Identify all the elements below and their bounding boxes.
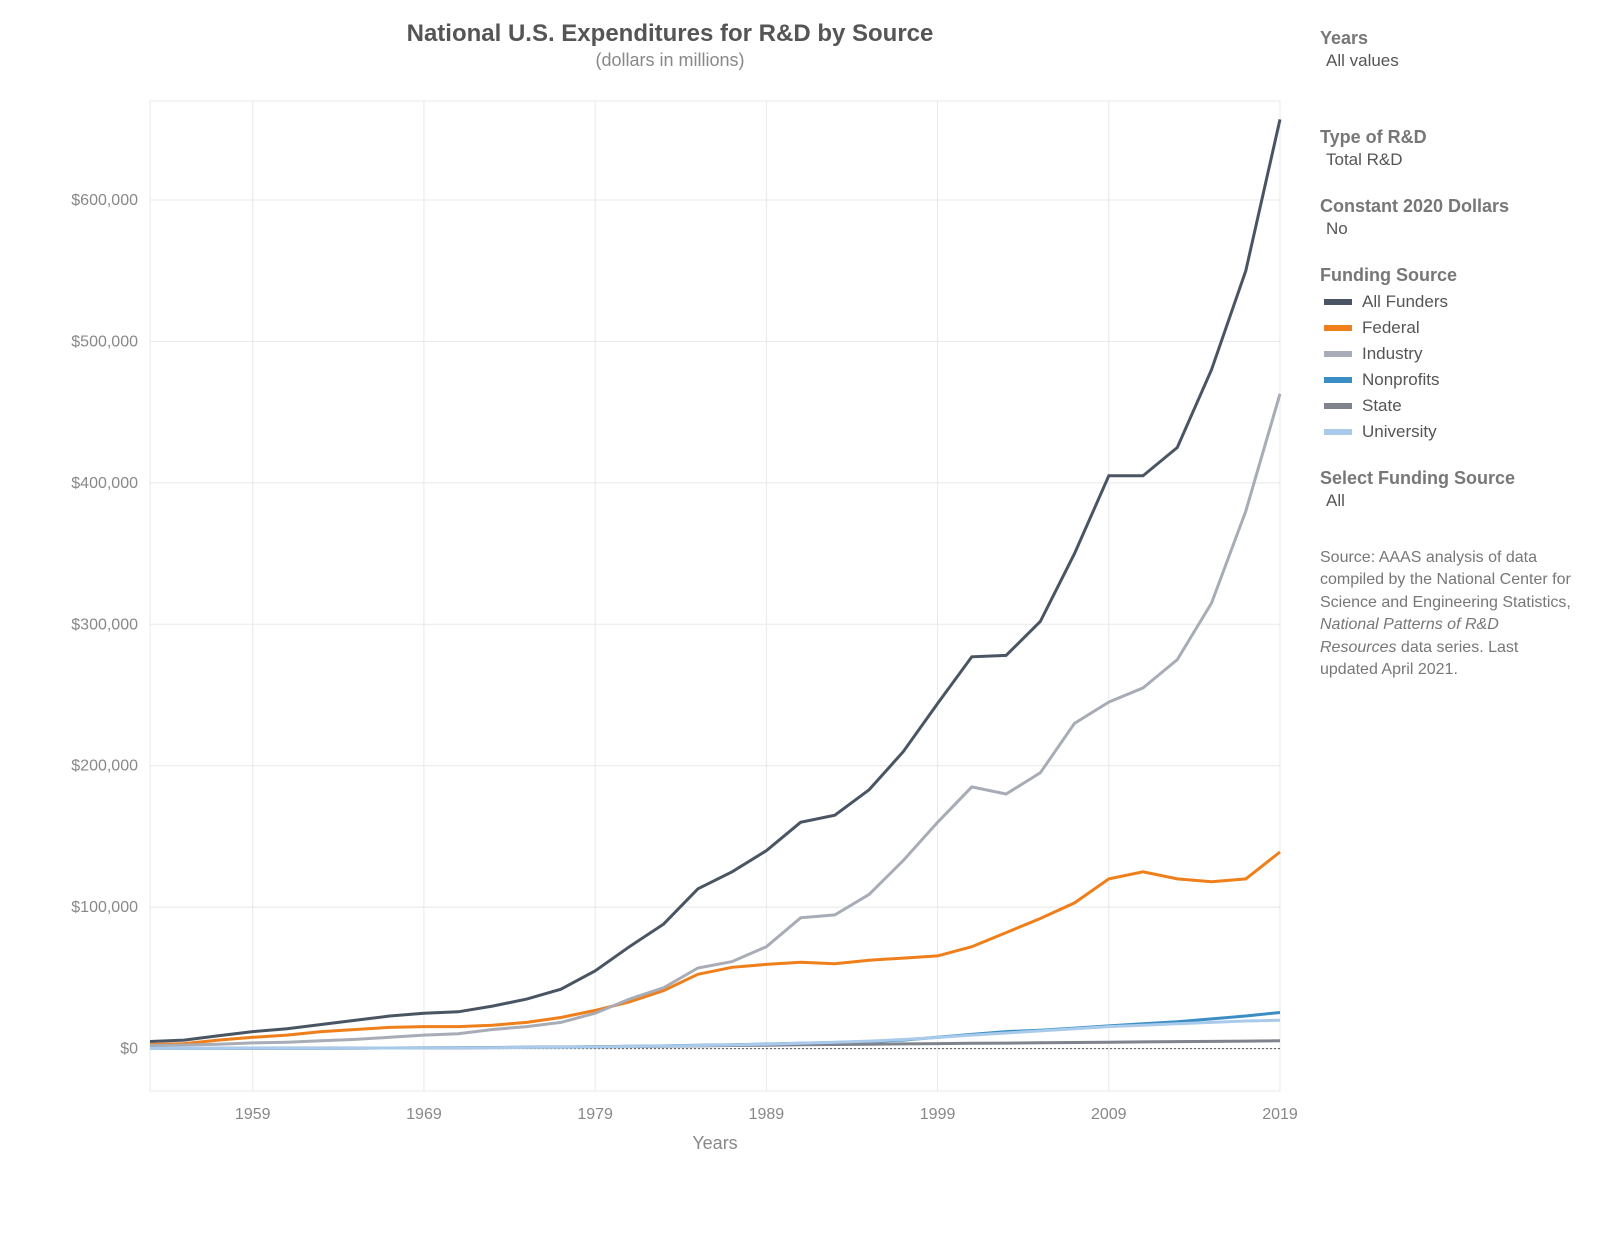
- x-tick-label: 2019: [1262, 1106, 1298, 1123]
- filter-type-rd[interactable]: Type of R&D Total R&D: [1320, 127, 1580, 170]
- x-tick-label: 1999: [920, 1106, 956, 1123]
- filter-years-value: All values: [1326, 51, 1580, 71]
- legend-swatch: [1324, 429, 1352, 435]
- x-tick-label: 1969: [406, 1106, 442, 1123]
- legend-swatch: [1324, 351, 1352, 357]
- sidebar: Years All values Type of R&D Total R&D C…: [1300, 20, 1580, 1224]
- legend-swatch: [1324, 325, 1352, 331]
- y-tick-label: $200,000: [71, 758, 138, 775]
- filter-type-rd-value: Total R&D: [1326, 150, 1580, 170]
- legend-item[interactable]: Industry: [1324, 344, 1580, 364]
- chart-subtitle: (dollars in millions): [40, 50, 1300, 71]
- filter-constant-dollars[interactable]: Constant 2020 Dollars No: [1320, 196, 1580, 239]
- x-tick-label: 1989: [749, 1106, 785, 1123]
- plot-background: [150, 101, 1280, 1091]
- chart-title: National U.S. Expenditures for R&D by So…: [40, 20, 1300, 48]
- y-tick-label: $400,000: [71, 475, 138, 492]
- legend-item[interactable]: Federal: [1324, 318, 1580, 338]
- x-tick-label: 1959: [235, 1106, 271, 1123]
- legend-heading: Funding Source: [1320, 265, 1580, 286]
- legend-swatch: [1324, 403, 1352, 409]
- x-tick-label: 1979: [577, 1106, 613, 1123]
- filter-constant-dollars-value: No: [1326, 219, 1580, 239]
- line-chart[interactable]: $0 $100,000 $200,000 $300,000 $400,000 $500,0…: [40, 81, 1300, 1171]
- x-axis-title: Years: [692, 1133, 737, 1153]
- filter-years-heading: Years: [1320, 28, 1580, 49]
- y-tick-label: $300,000: [71, 616, 138, 633]
- source-citation: Source: AAAS analysis of data compiled b…: [1320, 547, 1580, 681]
- x-tick-label: 2009: [1091, 1106, 1127, 1123]
- legend-label: All Funders: [1362, 292, 1448, 312]
- y-tick-label: $100,000: [71, 899, 138, 916]
- y-tick-label: $0: [120, 1041, 138, 1058]
- chart-area: National U.S. Expenditures for R&D by So…: [40, 20, 1300, 1224]
- y-tick-label: $500,000: [71, 333, 138, 350]
- legend-swatch: [1324, 377, 1352, 383]
- chart-title-block: National U.S. Expenditures for R&D by So…: [40, 20, 1300, 71]
- legend-item[interactable]: All Funders: [1324, 292, 1580, 312]
- filter-constant-dollars-heading: Constant 2020 Dollars: [1320, 196, 1580, 217]
- filter-select-funding-heading: Select Funding Source: [1320, 468, 1580, 489]
- filter-type-rd-heading: Type of R&D: [1320, 127, 1580, 148]
- legend: Funding Source All Funders Federal Industr…: [1320, 265, 1580, 442]
- legend-item[interactable]: State: [1324, 396, 1580, 416]
- legend-swatch: [1324, 299, 1352, 305]
- y-tick-label: $600,000: [71, 192, 138, 209]
- filter-select-funding-value: All: [1326, 491, 1580, 511]
- filter-select-funding[interactable]: Select Funding Source All: [1320, 468, 1580, 511]
- legend-label: University: [1362, 422, 1437, 442]
- legend-label: Nonprofits: [1362, 370, 1439, 390]
- plot-wrapper: $0 $100,000 $200,000 $300,000 $400,000 $500,0…: [40, 81, 1300, 1171]
- legend-label: State: [1362, 396, 1402, 416]
- legend-item[interactable]: University: [1324, 422, 1580, 442]
- legend-item[interactable]: Nonprofits: [1324, 370, 1580, 390]
- legend-label: Federal: [1362, 318, 1420, 338]
- filter-years[interactable]: Years All values: [1320, 28, 1580, 71]
- source-prefix: Source: AAAS analysis of data compiled b…: [1320, 549, 1571, 611]
- legend-label: Industry: [1362, 344, 1422, 364]
